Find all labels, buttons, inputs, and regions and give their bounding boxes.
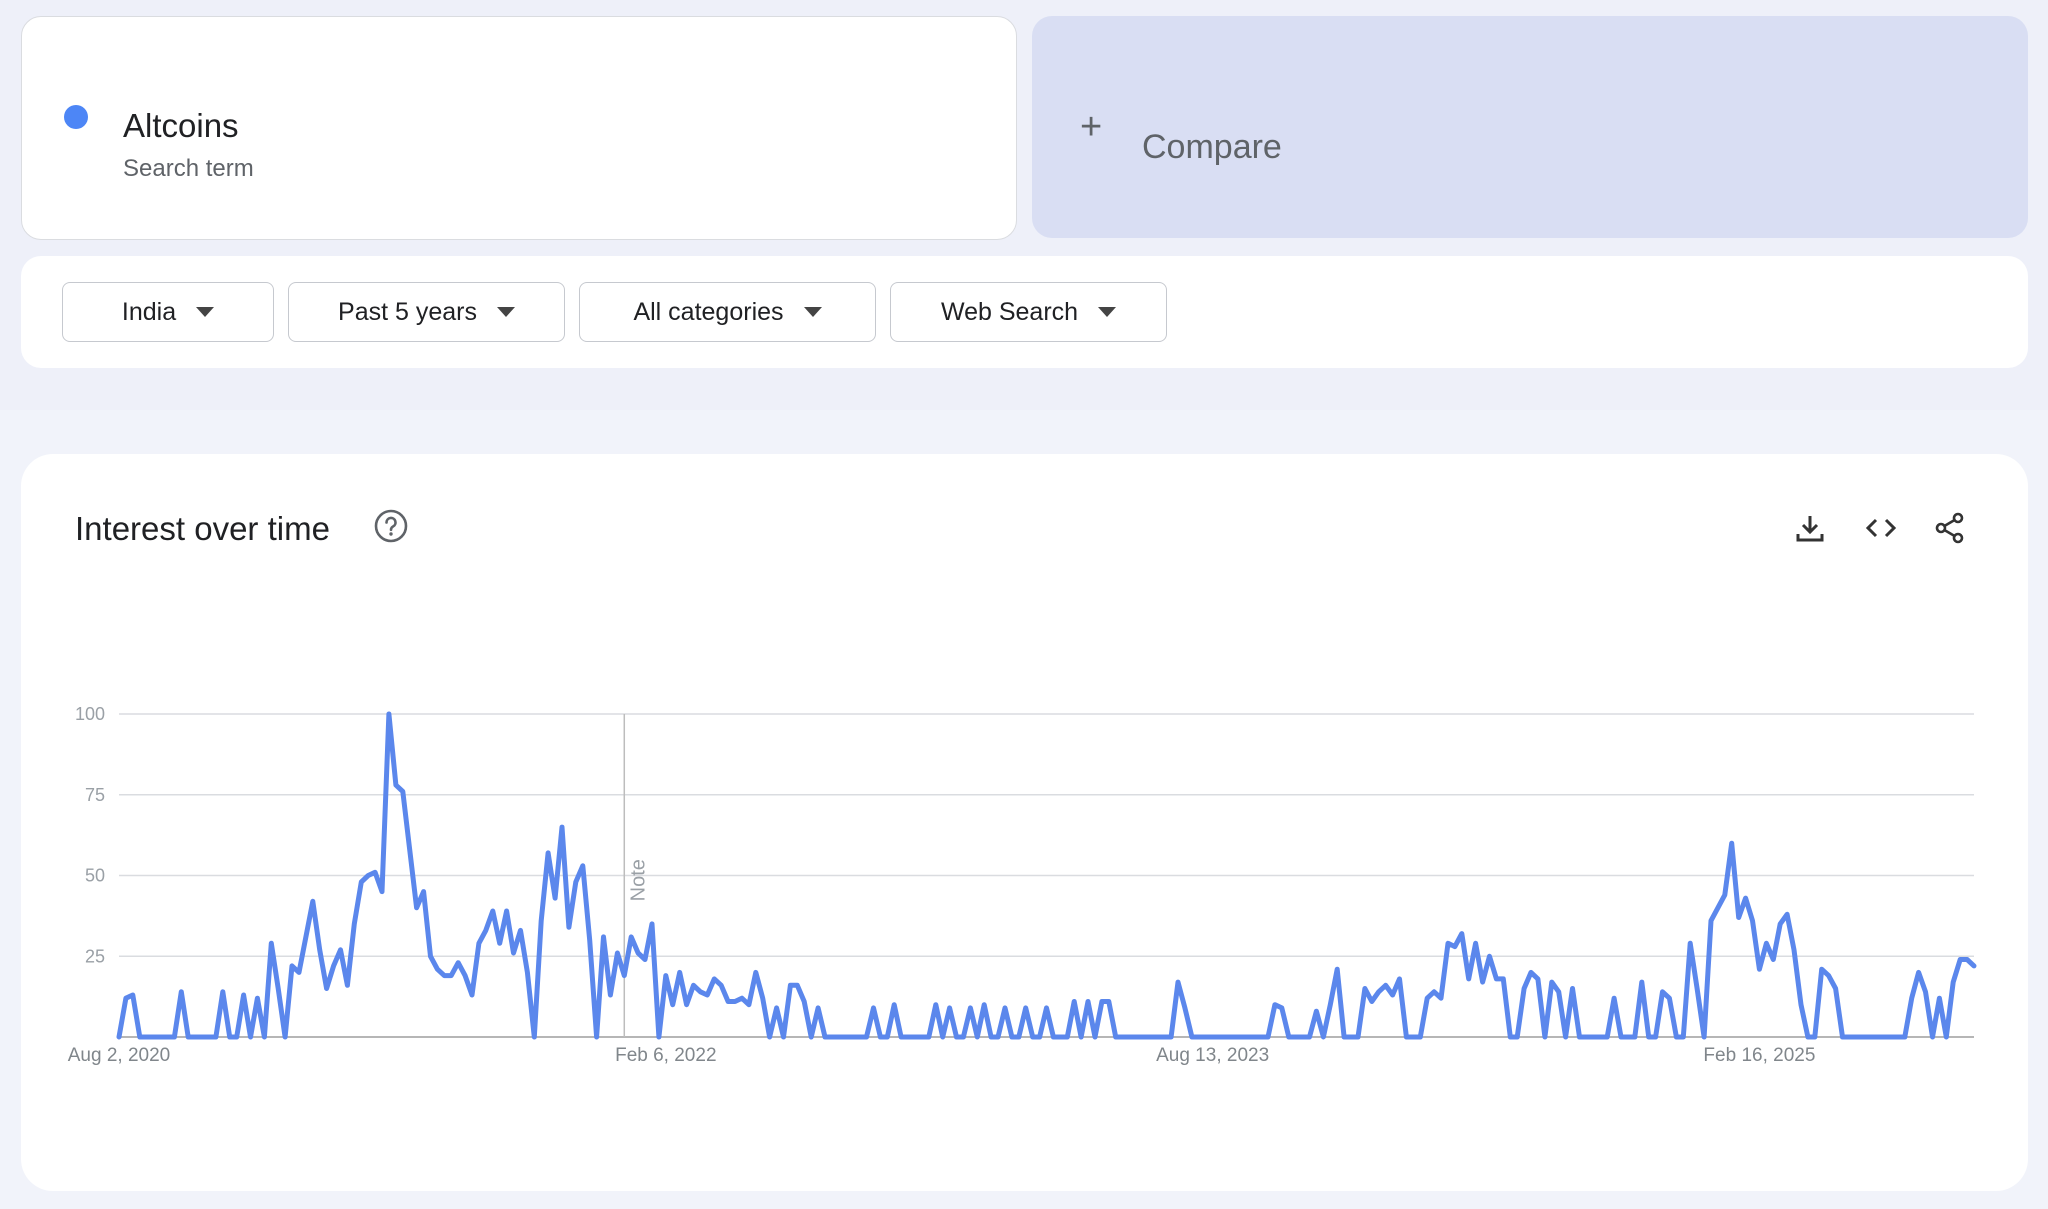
category-dropdown[interactable]: All categories <box>579 282 876 342</box>
search-term-card[interactable]: Altcoins Search term <box>21 16 1017 240</box>
period-dropdown[interactable]: Past 5 years <box>288 282 565 342</box>
y-tick-label: 100 <box>75 704 105 724</box>
interest-line-chart: 100 75 50 25 Note Aug 2, 2020 Feb 6, 2022 Aug 1… <box>68 704 1977 1066</box>
embed-code-icon[interactable] <box>1863 510 1899 546</box>
search-property-dropdown[interactable]: Web Search <box>890 282 1167 342</box>
annotation-label: Note <box>627 859 649 901</box>
chevron-down-icon <box>1098 307 1117 317</box>
compare-label: Compare <box>1142 128 1282 166</box>
period-label: Past 5 years <box>338 297 477 326</box>
x-tick-label: Feb 6, 2022 <box>615 1045 716 1066</box>
share-icon[interactable] <box>1932 510 1968 546</box>
category-label: All categories <box>633 297 784 326</box>
y-tick-label: 75 <box>85 785 105 805</box>
x-tick-label: Aug 13, 2023 <box>1156 1045 1269 1066</box>
download-icon[interactable] <box>1792 510 1828 546</box>
chevron-down-icon <box>803 307 822 317</box>
search-property-label: Web Search <box>940 297 1079 326</box>
search-term-subtitle: Search term <box>123 155 254 182</box>
filters-bar: India Past 5 years All categories Web Se… <box>21 256 2028 368</box>
x-tick-label: Feb 16, 2025 <box>1703 1045 1815 1066</box>
region-dropdown[interactable]: India <box>62 282 274 342</box>
interest-over-time-panel: Interest over time 100 75 50 25 Note Aug 2, 2… <box>21 454 2028 1191</box>
x-tick-label: Aug 2, 2020 <box>68 1045 170 1066</box>
compare-button[interactable]: + Compare <box>1032 16 2028 238</box>
chevron-down-icon <box>196 307 215 317</box>
help-icon[interactable] <box>373 508 409 544</box>
y-tick-label: 50 <box>85 866 105 886</box>
series-line-altcoins <box>116 711 1977 1040</box>
y-tick-label: 25 <box>85 946 105 966</box>
region-label: India <box>121 297 177 326</box>
plus-icon: + <box>1080 106 1103 148</box>
series-color-dot <box>64 105 88 129</box>
search-term-name[interactable]: Altcoins <box>123 107 239 144</box>
chevron-down-icon <box>496 307 515 317</box>
chart-title: Interest over time <box>75 510 330 547</box>
